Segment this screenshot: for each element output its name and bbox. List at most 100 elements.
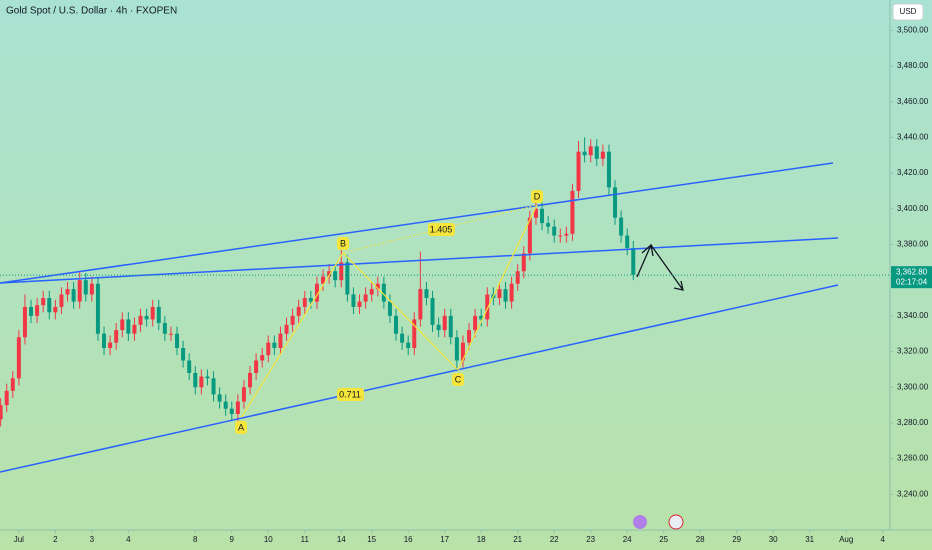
x-tick-label: 25: [659, 535, 668, 544]
candle-body: [181, 347, 186, 361]
candle-body: [521, 253, 526, 272]
candle-body: [223, 401, 228, 409]
candle-body: [588, 146, 593, 156]
candle-body: [47, 298, 52, 313]
candle-body: [527, 217, 532, 254]
candle-body: [442, 315, 447, 331]
candle-body: [278, 333, 283, 348]
candle-body: [473, 315, 478, 331]
candle-body: [95, 283, 100, 334]
candle-body: [217, 394, 222, 402]
candle-body: [363, 294, 368, 302]
x-tick-label: 28: [696, 535, 705, 544]
candle-body: [454, 337, 459, 361]
pattern-labels: A B C D 1.405 0.711: [235, 190, 543, 434]
candle-body: [333, 271, 338, 281]
x-tick-label: 24: [623, 535, 632, 544]
candle-body: [16, 337, 21, 379]
y-tick-label: 3,300.00: [897, 382, 929, 391]
label-box: [531, 190, 543, 203]
candle-body: [631, 248, 636, 275]
candle-body: [515, 271, 520, 284]
ratio-label: 1.405: [430, 224, 453, 234]
x-tick-label: 17: [440, 535, 449, 544]
ratio-label: 0.711: [339, 389, 361, 399]
x-tick-label: 31: [805, 535, 814, 544]
x-tick-label: 29: [732, 535, 741, 544]
candle-body: [132, 324, 137, 334]
y-tick-label: 3,480.00: [897, 61, 929, 70]
candle-body: [369, 289, 374, 295]
candle-body: [540, 208, 545, 224]
candle-body: [114, 330, 119, 343]
ratio-line: [342, 204, 538, 254]
candle-body: [424, 289, 429, 299]
label-box: [235, 421, 247, 434]
candle-body: [600, 151, 605, 159]
candle-body: [29, 306, 34, 316]
candle-body: [497, 289, 502, 299]
candle-body: [71, 289, 76, 302]
candle-body: [460, 342, 465, 361]
candle-body: [290, 315, 295, 325]
candle-body: [144, 315, 149, 320]
y-tick-label: 3,340.00: [897, 311, 929, 320]
candle-body: [248, 372, 253, 388]
candle-body: [235, 401, 240, 415]
x-tick-label: 15: [367, 535, 376, 544]
candle-body: [394, 315, 399, 334]
x-tick-label: 8: [193, 535, 198, 544]
x-tick-label: 16: [404, 535, 413, 544]
candle-body: [448, 315, 453, 338]
candle-body: [327, 271, 332, 277]
x-tick-label: 2: [53, 535, 58, 544]
candle-body: [381, 283, 386, 302]
candle-body: [168, 333, 173, 335]
candle-body: [582, 151, 587, 156]
currency[interactable]: USD: [900, 7, 917, 16]
candle-body: [625, 235, 630, 249]
ratio-line: [240, 369, 459, 419]
currency-button[interactable]: [892, 3, 924, 21]
x-tick-label: 11: [301, 535, 310, 544]
arrow-head: [673, 280, 684, 291]
candle-body: [266, 342, 271, 356]
candle-body: [406, 342, 411, 348]
candle-body: [162, 322, 167, 334]
y-tick-label: 3,260.00: [897, 454, 929, 463]
x-tick-label: 4: [126, 535, 131, 544]
candle-body: [260, 355, 265, 361]
candle-body: [418, 289, 423, 320]
candle-body: [314, 283, 319, 302]
candle-body: [53, 306, 58, 313]
candle-body: [241, 387, 246, 402]
candle-body: [83, 280, 88, 295]
candle-body: [576, 151, 581, 191]
x-tick-label: 9: [230, 535, 235, 544]
candle-body: [229, 408, 234, 415]
candle-body: [436, 324, 441, 331]
event-icon[interactable]: [668, 514, 684, 530]
pattern-label: D: [534, 191, 541, 201]
candle-body: [175, 333, 180, 348]
candle-body: [558, 235, 563, 237]
candle-body: [284, 324, 289, 334]
pattern-line: [240, 204, 538, 419]
candle-body: [89, 283, 94, 295]
candle-body: [0, 405, 3, 420]
candle-body: [205, 376, 210, 379]
candle-body: [357, 301, 362, 307]
candle-body: [375, 283, 380, 290]
countdown: 02:17:04: [896, 277, 928, 286]
candle-body: [400, 333, 405, 343]
ratio-box: [337, 388, 364, 401]
y-tick-label: 3,500.00: [897, 25, 929, 34]
candle-body: [120, 319, 125, 331]
candle-body: [41, 298, 46, 306]
candle-body: [108, 342, 113, 348]
candle-body: [10, 378, 15, 391]
drawings: [0, 162, 839, 473]
event-icon[interactable]: [633, 515, 647, 529]
candle-body: [321, 276, 326, 284]
